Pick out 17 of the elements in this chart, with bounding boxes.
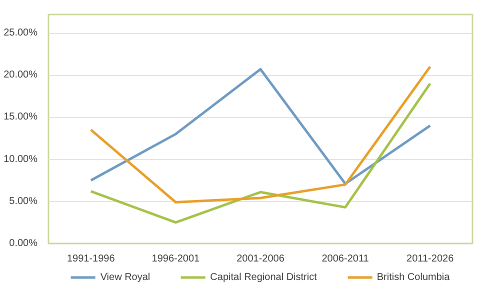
line-series bbox=[90, 65, 432, 204]
x-tick-label: 1996-2001 bbox=[152, 254, 200, 264]
x-tick-label: 2001-2006 bbox=[236, 254, 285, 264]
line-series bbox=[90, 82, 432, 224]
legend-label: Capital Regional District bbox=[210, 272, 317, 282]
y-tick-label: 0.00% bbox=[9, 238, 38, 249]
line-series bbox=[90, 68, 432, 185]
x-tick-label: 2011-2026 bbox=[406, 254, 454, 264]
y-tick-label: 20.00% bbox=[4, 70, 38, 81]
y-tick-label: 25.00% bbox=[4, 28, 38, 39]
legend-label: British Columbia bbox=[376, 272, 450, 282]
y-tick-label: 5.00% bbox=[9, 196, 38, 207]
legend-label: View Royal bbox=[100, 272, 150, 282]
y-tick-label: 10.00% bbox=[4, 154, 38, 165]
y-tick-label: 15.00% bbox=[4, 112, 38, 123]
x-tick-label: 2006-2011 bbox=[322, 254, 370, 264]
x-tick-label: 1991-1996 bbox=[66, 254, 116, 264]
